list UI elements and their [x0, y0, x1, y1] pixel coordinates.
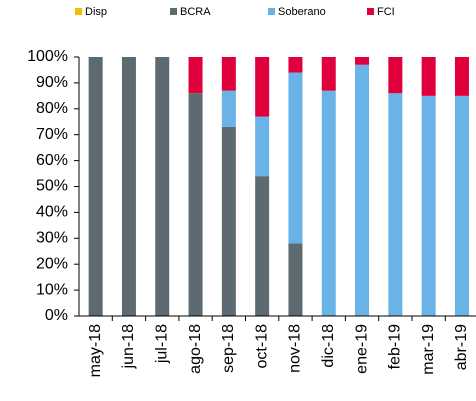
x-tick-label: sep-18	[220, 324, 237, 373]
bar-segment	[188, 57, 203, 94]
y-tick-label: 30%	[36, 230, 68, 247]
bar-segment	[355, 64, 370, 317]
y-tick-label: 90%	[36, 74, 68, 91]
x-tick-label: mar-19	[420, 324, 437, 375]
bar-segment	[321, 57, 336, 91]
y-tick-label: 70%	[36, 126, 68, 143]
x-tick-label: may-18	[87, 324, 104, 377]
bar-segment	[188, 93, 203, 316]
bar-segment	[221, 57, 236, 91]
legend-swatch	[367, 8, 374, 15]
y-tick-label: 80%	[36, 100, 68, 117]
bar-segment	[255, 176, 270, 316]
x-tick-label: oct-18	[253, 324, 270, 369]
legend-label: FCI	[377, 6, 395, 18]
x-tick-label: feb-19	[387, 324, 404, 369]
bar-segment	[421, 57, 436, 96]
y-tick-label: 20%	[36, 255, 68, 272]
x-tick-label: ago-18	[187, 324, 204, 374]
x-tick-label: ene-19	[353, 324, 370, 374]
bar-segment	[321, 90, 336, 316]
legend-label: Disp	[85, 6, 107, 18]
bar-segment	[121, 57, 136, 316]
y-tick-label: 0%	[45, 307, 68, 324]
bar-segment	[255, 116, 270, 177]
x-tick-label: jun-18	[120, 324, 137, 370]
bar-segment	[288, 57, 303, 73]
bar-segment	[288, 72, 303, 244]
bar-segment	[288, 243, 303, 316]
bar-segment	[454, 57, 469, 96]
y-tick-label: 100%	[27, 48, 68, 65]
bar-segment	[255, 57, 270, 117]
bar-segment	[388, 93, 403, 316]
x-tick-label: jul-18	[153, 324, 170, 364]
x-tick-label: abr-19	[453, 324, 470, 370]
bar-segment	[221, 90, 236, 127]
bar-segment	[88, 57, 103, 316]
y-tick-label: 10%	[36, 281, 68, 298]
bar-segment	[155, 57, 170, 316]
bar-segment	[388, 57, 403, 94]
legend-label: Soberano	[278, 6, 326, 18]
bar-segment	[355, 57, 370, 65]
legend-swatch	[75, 8, 82, 15]
legend-swatch	[268, 8, 275, 15]
y-tick-label: 50%	[36, 178, 68, 195]
x-tick-label: dic-18	[320, 324, 337, 368]
y-tick-label: 40%	[36, 204, 68, 221]
bar-segment	[454, 95, 469, 316]
y-tick-label: 60%	[36, 152, 68, 169]
legend-label: BCRA	[180, 6, 211, 18]
x-tick-label: nov-18	[287, 324, 304, 373]
bar-segment	[421, 95, 436, 316]
legend-swatch	[170, 8, 177, 15]
bar-segment	[221, 126, 236, 317]
